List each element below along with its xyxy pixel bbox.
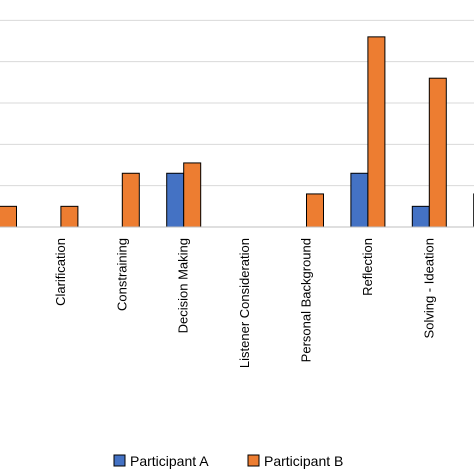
legend-label: Participant A bbox=[130, 453, 209, 469]
bar-participant-a bbox=[411, 205, 430, 228]
x-tick-label: Personal Background bbox=[299, 238, 314, 362]
legend: Participant A Participant B bbox=[113, 453, 343, 469]
bar-participant-a bbox=[350, 172, 369, 228]
x-tick-label: Reflection bbox=[360, 238, 375, 296]
gridlines bbox=[0, 19, 474, 187]
bar-participant-a bbox=[166, 172, 185, 228]
legend-item: Participant B bbox=[247, 453, 343, 469]
bar-participant-b bbox=[428, 77, 447, 228]
legend-label: Participant B bbox=[264, 453, 343, 469]
legend-swatch bbox=[113, 454, 126, 467]
bar-participant-b bbox=[0, 205, 17, 228]
bar-participant-b bbox=[183, 162, 202, 228]
bar-participant-b bbox=[306, 193, 324, 228]
bar-participant-b bbox=[121, 172, 140, 228]
x-tick-label: Solving - Ideation bbox=[421, 238, 436, 338]
bars bbox=[0, 36, 474, 228]
x-tick-labels: Clarification Constraining Decision Making… bbox=[53, 238, 436, 368]
x-tick-label: Decision Making bbox=[176, 238, 191, 333]
x-tick-label: Constraining bbox=[114, 238, 129, 311]
x-tick-label: Clarification bbox=[53, 238, 68, 306]
bar-participant-b bbox=[367, 36, 386, 228]
legend-swatch bbox=[247, 454, 260, 467]
legend-item: Participant A bbox=[113, 453, 209, 469]
bar-participant-b bbox=[60, 205, 79, 228]
x-tick-label: Listener Consideration bbox=[237, 238, 252, 368]
